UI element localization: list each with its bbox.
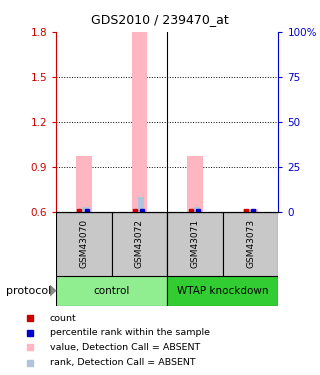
Text: WTAP knockdown: WTAP knockdown	[177, 286, 268, 296]
Bar	[82, 207, 89, 212]
Text: control: control	[93, 286, 130, 296]
Text: GDS2010 / 239470_at: GDS2010 / 239470_at	[91, 13, 229, 26]
Text: GSM43071: GSM43071	[190, 219, 199, 268]
Bar	[249, 210, 256, 212]
Text: GSM43070: GSM43070	[79, 219, 88, 268]
Text: value, Detection Call = ABSENT: value, Detection Call = ABSENT	[50, 343, 200, 352]
Text: GSM43072: GSM43072	[135, 219, 144, 268]
Text: count: count	[50, 314, 76, 322]
Text: rank, Detection Call = ABSENT: rank, Detection Call = ABSENT	[50, 358, 195, 367]
Polygon shape	[50, 284, 57, 297]
Bar	[167, 276, 278, 306]
Bar	[187, 156, 203, 212]
Bar	[132, 32, 147, 212]
Bar	[167, 212, 223, 276]
Bar	[223, 212, 278, 276]
Text: GSM43073: GSM43073	[246, 219, 255, 268]
Text: percentile rank within the sample: percentile rank within the sample	[50, 328, 210, 337]
Bar	[112, 212, 167, 276]
Bar	[193, 207, 200, 212]
Bar	[243, 209, 258, 212]
Bar	[56, 212, 112, 276]
Bar	[76, 156, 92, 212]
Bar	[138, 198, 144, 212]
Bar	[56, 276, 167, 306]
Text: protocol: protocol	[6, 286, 52, 296]
